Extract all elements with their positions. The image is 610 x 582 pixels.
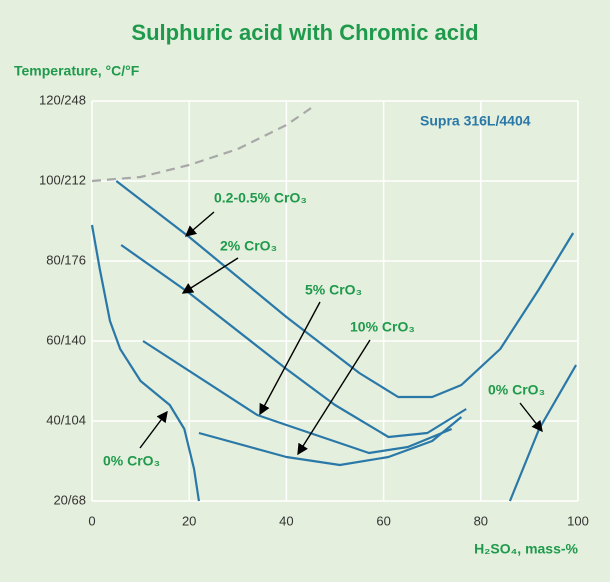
lines [90, 104, 578, 502]
arrow [259, 301, 321, 416]
note: Supra 316L/4404 [420, 113, 531, 129]
curve-label: 0.2-0.5% CrO₃ [214, 190, 307, 206]
arrow [519, 402, 543, 433]
curve-label: 2% CrO₃ [220, 238, 277, 254]
curve [198, 416, 463, 467]
arrow [297, 339, 371, 456]
chart-title: Sulphuric acid with Chromic acid [131, 20, 478, 45]
y-tick-label: 40/104 [46, 412, 86, 427]
y-tick-label: 80/176 [46, 252, 86, 267]
x-tick-label: 60 [376, 513, 390, 528]
arrow [181, 257, 239, 294]
y-tick-label: 20/68 [53, 492, 86, 507]
y-tick-label: 100/212 [39, 172, 86, 187]
arrow [139, 410, 168, 449]
curve-label: 0% CrO₃ [488, 382, 545, 398]
x-tick-label: 40 [279, 513, 293, 528]
x-tick-label: 100 [567, 513, 589, 528]
grid: 20/68 40/104 60/140 80/176 100/212 120/248 0 20… [39, 92, 589, 528]
curve [142, 340, 453, 455]
y-axis-label: Temperature, °C/°F [14, 63, 140, 79]
y-tick-label: 120/248 [39, 92, 86, 107]
curve [91, 104, 317, 183]
x-axis-label: H₂SO₄, mass-% [474, 541, 578, 557]
curve-label: 5% CrO₃ [305, 282, 362, 298]
curve-label: 0% CrO₃ [103, 453, 160, 469]
annotations: Supra 316L/4404 0.2-0.5% CrO₃ 2% CrO₃ 5%… [103, 113, 545, 469]
arrow [184, 211, 215, 237]
x-tick-label: 0 [88, 513, 95, 528]
x-tick-label: 20 [182, 513, 196, 528]
curve-label: 10% CrO₃ [350, 319, 415, 335]
curve [115, 180, 575, 399]
y-tick-label: 60/140 [46, 332, 86, 347]
curve [90, 224, 578, 502]
x-tick-label: 80 [474, 513, 488, 528]
